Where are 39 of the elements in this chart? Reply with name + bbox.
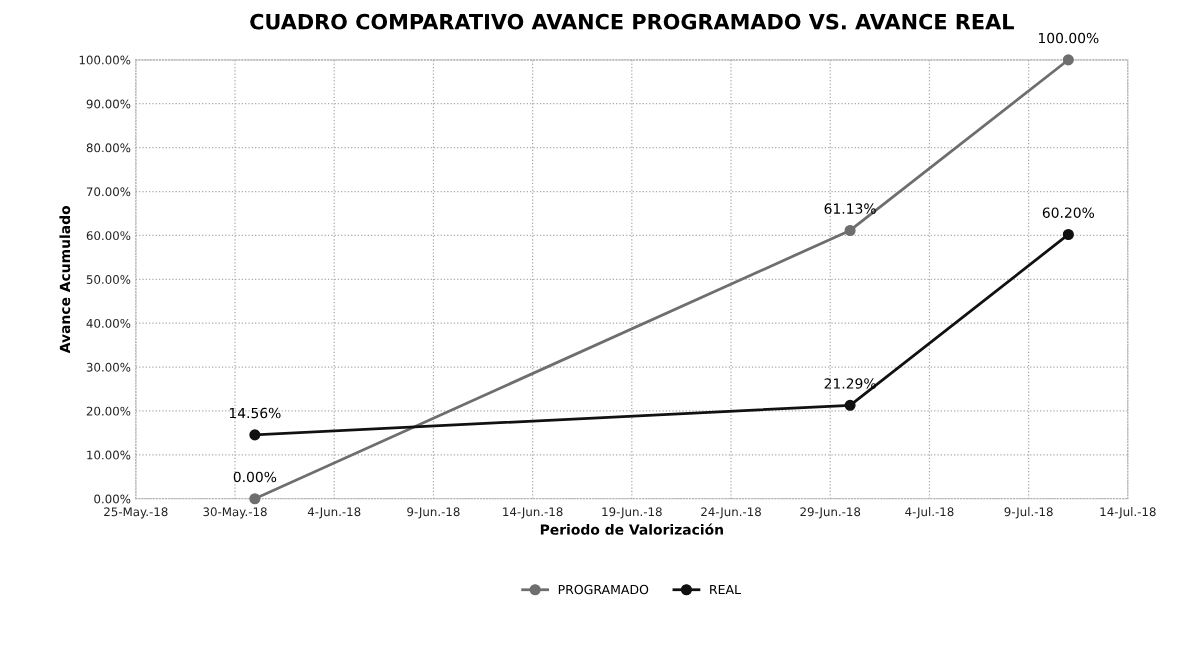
point: [1062, 228, 1074, 241]
y-tick-label: 90.00%: [86, 99, 131, 109]
y-tick-label: 10.00%: [87, 450, 131, 460]
chart-title: CUADRO COMPARATIVO AVANCE PROGRAMADO VS. AVANCE REAL: [250, 13, 1014, 30]
legend-label: PROGRAMADO: [558, 584, 649, 595]
x-tick-label: 9-Jun.-18: [407, 507, 460, 519]
x-tick-label: 14-Jun.-18: [503, 507, 563, 519]
data-label: 61.13%: [824, 203, 876, 214]
x-tick-label: 14-Jul.-18: [1100, 507, 1156, 519]
data-label: 60.20%: [1042, 207, 1095, 218]
legend-label: REAL: [710, 585, 741, 595]
y-tick-label: 30.00%: [86, 362, 131, 372]
y-tick-label: 20.00%: [86, 406, 131, 416]
x-tick-label: 25-May.-18: [104, 507, 168, 519]
x-tick-label: 4-Jul.-18: [905, 507, 954, 519]
point: [249, 493, 261, 505]
x-tick-label: 24-Jun.-18: [701, 507, 761, 519]
y-tick-label: 60.00%: [86, 231, 131, 241]
data-label: 14.56%: [229, 407, 281, 419]
y-tick-label: 0.00%: [94, 494, 131, 504]
y-axis-title: Avance Acumulado: [59, 205, 71, 354]
x-tick-label: 9-Jul.-18: [1004, 507, 1053, 519]
point: [1062, 54, 1074, 66]
point: [249, 429, 261, 441]
x-tick-label: 4-Jun.-18: [307, 507, 361, 519]
data-label: 0.00%: [233, 471, 277, 483]
data-label: 100.00%: [1038, 32, 1099, 44]
y-tick-label: 80.00%: [86, 143, 131, 153]
point: [844, 224, 856, 237]
y-tick-label: 40.00%: [86, 318, 131, 328]
x-tick-label: 30-May.-18: [203, 507, 267, 519]
data-label: 21.29%: [824, 378, 876, 389]
x-axis-title: Periodo de Valorización: [540, 523, 723, 535]
y-tick-label: 50.00%: [86, 275, 131, 284]
x-tick-label: 19-Jun.-18: [602, 507, 662, 519]
point: [844, 399, 856, 411]
y-tick-label: 100.00%: [79, 55, 131, 65]
x-tick-label: 29-Jun.-18: [800, 507, 861, 519]
y-tick-label: 70.00%: [86, 187, 131, 197]
